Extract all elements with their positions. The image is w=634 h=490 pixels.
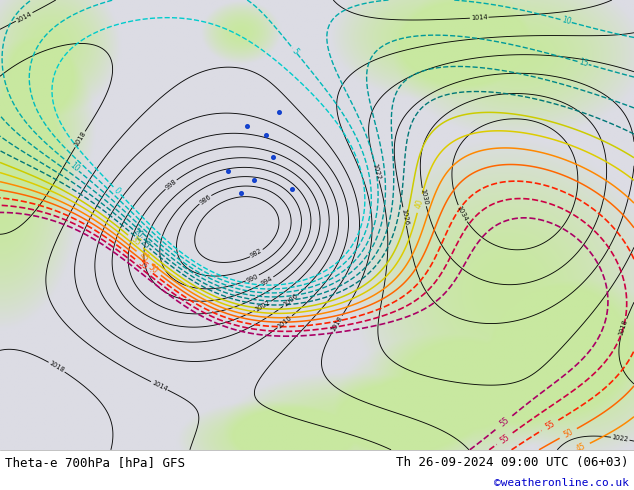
Text: Theta-e 700hPa [hPa] GFS: Theta-e 700hPa [hPa] GFS bbox=[5, 456, 185, 469]
Text: 1018: 1018 bbox=[48, 360, 65, 374]
Text: 50: 50 bbox=[562, 427, 574, 440]
Text: 1018: 1018 bbox=[330, 315, 344, 332]
Text: 1014: 1014 bbox=[150, 379, 168, 392]
Text: 1002: 1002 bbox=[254, 299, 272, 313]
Text: 50: 50 bbox=[146, 263, 160, 276]
Text: 20: 20 bbox=[131, 227, 144, 240]
Text: 994: 994 bbox=[261, 275, 274, 287]
Text: 1006: 1006 bbox=[282, 293, 299, 308]
Text: 5: 5 bbox=[290, 46, 300, 55]
Text: 1018: 1018 bbox=[618, 319, 629, 337]
Text: 1014: 1014 bbox=[15, 10, 33, 24]
Point bbox=[287, 185, 297, 193]
Text: 1030: 1030 bbox=[419, 188, 429, 206]
Point bbox=[261, 131, 271, 139]
Text: 15: 15 bbox=[578, 57, 589, 69]
Text: 55: 55 bbox=[136, 259, 150, 272]
Point bbox=[274, 109, 284, 117]
Point bbox=[236, 190, 246, 197]
Text: 1022: 1022 bbox=[372, 162, 382, 180]
Point bbox=[268, 153, 278, 161]
Text: 1034: 1034 bbox=[456, 205, 469, 222]
Point bbox=[223, 167, 233, 175]
Point bbox=[249, 176, 259, 184]
Text: 45: 45 bbox=[138, 251, 151, 264]
Text: 998: 998 bbox=[164, 178, 178, 191]
Text: 25: 25 bbox=[138, 238, 152, 251]
Text: 45: 45 bbox=[574, 441, 587, 454]
Text: 40: 40 bbox=[414, 197, 425, 209]
Text: 982: 982 bbox=[250, 248, 264, 259]
Text: 990: 990 bbox=[245, 273, 259, 283]
Text: 55: 55 bbox=[498, 432, 511, 445]
Text: Th 26-09-2024 09:00 UTC (06+03): Th 26-09-2024 09:00 UTC (06+03) bbox=[396, 456, 629, 469]
Text: 10: 10 bbox=[68, 161, 81, 174]
Text: 10: 10 bbox=[560, 16, 572, 26]
Text: 986: 986 bbox=[198, 194, 212, 206]
Text: 1026: 1026 bbox=[400, 208, 409, 225]
Text: 55: 55 bbox=[543, 419, 557, 432]
Text: 1018: 1018 bbox=[73, 130, 87, 148]
Text: 1022: 1022 bbox=[611, 434, 629, 443]
Text: ©weatheronline.co.uk: ©weatheronline.co.uk bbox=[494, 478, 629, 488]
Text: 0: 0 bbox=[111, 185, 122, 196]
Point bbox=[242, 122, 252, 130]
Text: 35: 35 bbox=[129, 235, 142, 248]
Text: 55: 55 bbox=[498, 416, 511, 429]
Text: 1014: 1014 bbox=[470, 14, 488, 21]
Text: 1010: 1010 bbox=[276, 314, 293, 329]
